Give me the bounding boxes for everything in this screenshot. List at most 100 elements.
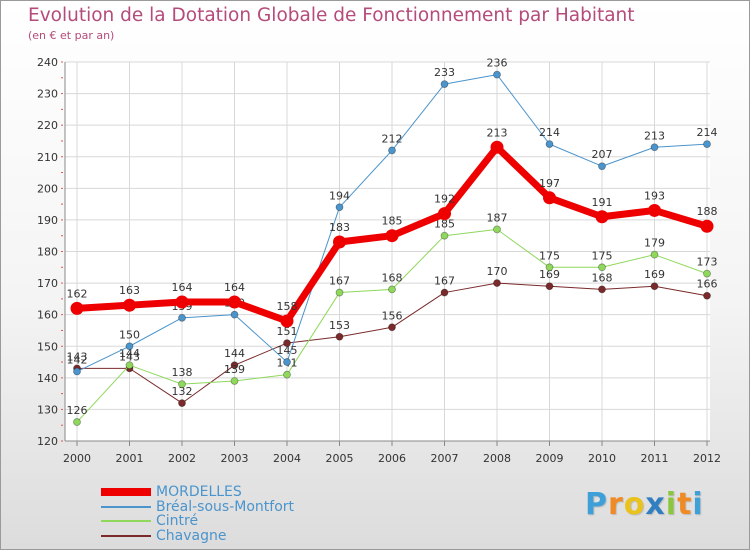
data-label: 212: [382, 132, 403, 145]
data-label: 197: [539, 177, 560, 190]
data-point: [595, 210, 609, 224]
legend-swatch: [101, 488, 151, 496]
data-label: 207: [592, 148, 613, 161]
data-point: [178, 399, 186, 408]
logo-letter: P: [585, 487, 608, 522]
data-point: [545, 140, 554, 149]
data-label: 214: [697, 126, 718, 139]
y-tick-label: 220: [37, 119, 58, 132]
data-label: 166: [697, 278, 718, 291]
data-point: [648, 203, 661, 217]
data-label: 151: [277, 325, 298, 338]
data-point: [178, 380, 186, 389]
data-point: [490, 140, 504, 154]
data-label: 233: [434, 66, 455, 79]
data-point: [440, 288, 449, 297]
data-point: [650, 143, 659, 152]
x-tick-label: 2010: [588, 452, 616, 465]
data-label: 158: [277, 300, 298, 313]
data-point: [70, 301, 84, 315]
data-label: 138: [172, 366, 193, 379]
y-tick-label: 140: [37, 372, 58, 385]
data-label: 168: [382, 271, 403, 284]
data-point: [178, 313, 186, 322]
data-point: [283, 339, 291, 347]
data-point: [283, 358, 291, 366]
data-point: [125, 361, 134, 370]
data-label: 213: [487, 126, 508, 139]
y-tick-label: 160: [37, 309, 58, 322]
data-label: 164: [172, 281, 193, 294]
data-label: 175: [592, 249, 613, 262]
y-tick-label: 150: [37, 340, 58, 353]
x-tick-label: 2000: [63, 452, 91, 465]
y-tick-label: 120: [37, 435, 58, 448]
x-tick-label: 2003: [221, 452, 249, 465]
logo-letter: x: [645, 487, 666, 522]
y-tick-label: 170: [37, 277, 58, 290]
data-label: 163: [119, 284, 140, 297]
legend-label: Bréal-sous-Montfort: [156, 498, 295, 515]
x-tick-label: 2009: [536, 452, 564, 465]
data-point: [493, 225, 501, 234]
data-label: 143: [119, 350, 140, 363]
x-tick-label: 2001: [116, 452, 144, 465]
data-label: 193: [644, 189, 665, 202]
data-label: 145: [277, 344, 298, 357]
data-point: [545, 282, 554, 291]
y-tick-label: 240: [37, 56, 58, 69]
data-point: [440, 80, 449, 89]
x-tick-label: 2012: [693, 452, 721, 465]
data-label: 150: [119, 328, 140, 341]
data-point: [703, 140, 711, 149]
data-point: [230, 310, 239, 319]
logo-letter: r: [608, 487, 624, 522]
data-label: 187: [487, 211, 508, 224]
x-tick-label: 2008: [483, 452, 511, 465]
data-label: 132: [172, 385, 193, 398]
data-label: 183: [329, 221, 350, 234]
data-point: [545, 263, 554, 272]
legend-label: MORDELLES: [156, 484, 242, 500]
data-point: [335, 332, 344, 341]
data-point: [283, 370, 291, 379]
y-tick-label: 180: [37, 246, 58, 259]
x-tick-label: 2005: [326, 452, 354, 465]
data-point: [388, 323, 396, 332]
data-label: 236: [487, 57, 508, 70]
y-tick-label: 230: [37, 88, 58, 101]
data-point: [280, 314, 294, 328]
data-point: [438, 207, 451, 221]
legend-swatch: [101, 520, 151, 522]
data-label: 142: [67, 354, 88, 367]
data-point: [123, 298, 136, 312]
data-label: 168: [592, 271, 613, 284]
legend-swatch: [101, 505, 151, 508]
data-label: 185: [382, 215, 403, 228]
data-point: [493, 70, 501, 79]
data-point: [700, 219, 714, 233]
data-point: [650, 250, 659, 259]
data-point: [703, 269, 711, 278]
data-point: [335, 288, 344, 297]
data-point: [73, 367, 81, 376]
data-label: 170: [487, 265, 508, 278]
x-tick-label: 2006: [378, 452, 406, 465]
data-point: [230, 377, 239, 385]
data-label: 156: [382, 309, 403, 322]
data-label: 144: [119, 347, 140, 360]
data-point: [598, 285, 606, 294]
data-point: [703, 291, 711, 300]
data-label: 173: [697, 256, 718, 269]
proxiti-logo: Proxiti: [585, 487, 704, 522]
data-label: 175: [539, 249, 560, 262]
data-point: [543, 191, 556, 205]
data-point: [73, 418, 81, 426]
data-label: 185: [434, 218, 455, 231]
legend-label: Cintré: [156, 513, 199, 529]
data-label: 139: [224, 363, 245, 376]
data-point: [228, 295, 241, 309]
logo-letter: i: [665, 487, 678, 522]
data-label: 144: [224, 347, 245, 360]
data-point: [385, 229, 399, 243]
